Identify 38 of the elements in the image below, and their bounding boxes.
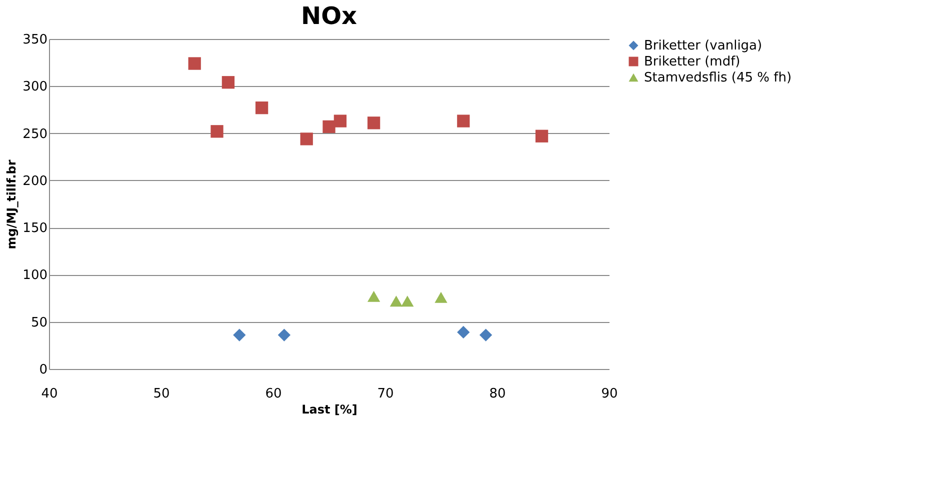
point xyxy=(401,296,414,307)
x-tick-label: 90 xyxy=(601,386,618,402)
x-tick-label: 40 xyxy=(41,386,58,402)
point xyxy=(434,292,448,303)
x-tick-label: 80 xyxy=(489,386,506,402)
x-axis-title: Last [%] xyxy=(302,402,358,416)
x-tick-label: 60 xyxy=(265,386,282,402)
point xyxy=(390,296,403,307)
y-tick-label: 300 xyxy=(22,80,48,95)
y-tick-label: 50 xyxy=(30,315,48,330)
point xyxy=(367,116,380,130)
chart-title: NOx xyxy=(301,2,358,30)
point xyxy=(222,76,235,89)
x-tick-label: 50 xyxy=(153,386,170,402)
point xyxy=(334,114,347,128)
y-tick-label: 100 xyxy=(22,268,48,284)
legend-label: Stamvedsflis (45 % fh) xyxy=(644,70,792,86)
y-tick-label: 250 xyxy=(22,126,48,142)
y-axis-title: mg/MJ_tillf.br xyxy=(4,160,19,250)
y-tick-label: 0 xyxy=(39,362,48,378)
point xyxy=(300,132,313,146)
point xyxy=(322,120,336,134)
point xyxy=(535,130,548,142)
legend-label: Briketter (vanliga) xyxy=(644,38,762,54)
point xyxy=(479,328,492,342)
y-tick-label: 200 xyxy=(22,174,48,189)
point xyxy=(188,57,201,70)
y-tick-label: 150 xyxy=(22,221,48,236)
point xyxy=(367,290,380,302)
legend-label: Briketter (mdf) xyxy=(644,54,740,70)
point xyxy=(457,114,470,128)
point xyxy=(210,125,224,138)
y-tick-label: 350 xyxy=(22,32,48,48)
point xyxy=(255,102,268,114)
point xyxy=(233,328,246,342)
point xyxy=(457,326,470,339)
point xyxy=(278,328,291,342)
x-tick-label: 70 xyxy=(377,386,394,402)
